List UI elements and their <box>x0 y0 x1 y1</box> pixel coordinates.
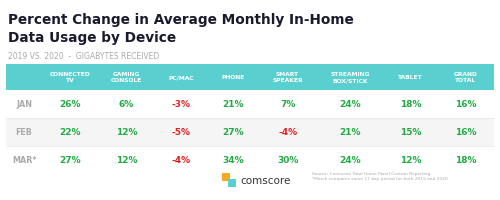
Text: CONNECTED
TV: CONNECTED TV <box>50 72 90 83</box>
Text: 16%: 16% <box>455 128 476 137</box>
Text: 26%: 26% <box>59 100 80 109</box>
Text: 12%: 12% <box>116 128 137 137</box>
Text: 21%: 21% <box>340 128 361 137</box>
Text: 15%: 15% <box>400 128 421 137</box>
Text: -5%: -5% <box>172 128 190 137</box>
Text: 18%: 18% <box>400 100 421 109</box>
Text: 2019 VS. 2020  -  GIGABYTES RECEIVED: 2019 VS. 2020 - GIGABYTES RECEIVED <box>8 52 159 61</box>
Text: 24%: 24% <box>340 156 361 165</box>
Text: Data Usage by Device: Data Usage by Device <box>8 31 176 45</box>
Text: FEB: FEB <box>16 128 32 137</box>
Text: 21%: 21% <box>222 100 244 109</box>
Text: 16%: 16% <box>455 100 476 109</box>
Text: PC/MAC: PC/MAC <box>168 75 194 80</box>
Text: GAMING
CONSOLE: GAMING CONSOLE <box>110 72 142 83</box>
Text: 34%: 34% <box>222 156 244 165</box>
Text: 7%: 7% <box>280 100 295 109</box>
Text: 6%: 6% <box>119 100 134 109</box>
Bar <box>6 65 494 91</box>
Text: PHONE: PHONE <box>222 75 244 80</box>
Text: -4%: -4% <box>278 128 297 137</box>
Text: 18%: 18% <box>455 156 476 165</box>
Bar <box>6 118 494 146</box>
Text: GRAND
TOTAL: GRAND TOTAL <box>454 72 477 83</box>
Text: 30%: 30% <box>277 156 298 165</box>
Text: comscore: comscore <box>240 175 290 185</box>
Text: 27%: 27% <box>222 128 244 137</box>
Bar <box>6 146 494 174</box>
Bar <box>228 179 236 187</box>
Text: -3%: -3% <box>172 100 190 109</box>
Text: TABLET: TABLET <box>398 75 423 80</box>
Text: JAN: JAN <box>16 100 32 109</box>
Text: 24%: 24% <box>340 100 361 109</box>
Bar <box>222 173 230 181</box>
Text: 27%: 27% <box>59 156 80 165</box>
Text: STREAMING
BOX/STICK: STREAMING BOX/STICK <box>330 72 370 83</box>
Text: MAR*: MAR* <box>12 156 36 165</box>
Text: SMART
SPEAKER: SMART SPEAKER <box>272 72 303 83</box>
Bar <box>6 91 494 118</box>
Text: -4%: -4% <box>172 156 190 165</box>
Text: Percent Change in Average Monthly In-Home: Percent Change in Average Monthly In-Hom… <box>8 13 354 27</box>
Text: 12%: 12% <box>116 156 137 165</box>
Text: Source: Comscore Total Home Panel Custom Reporting.
*March compares same 17 day : Source: Comscore Total Home Panel Custom… <box>312 171 448 181</box>
Text: 22%: 22% <box>59 128 80 137</box>
Text: 12%: 12% <box>400 156 421 165</box>
